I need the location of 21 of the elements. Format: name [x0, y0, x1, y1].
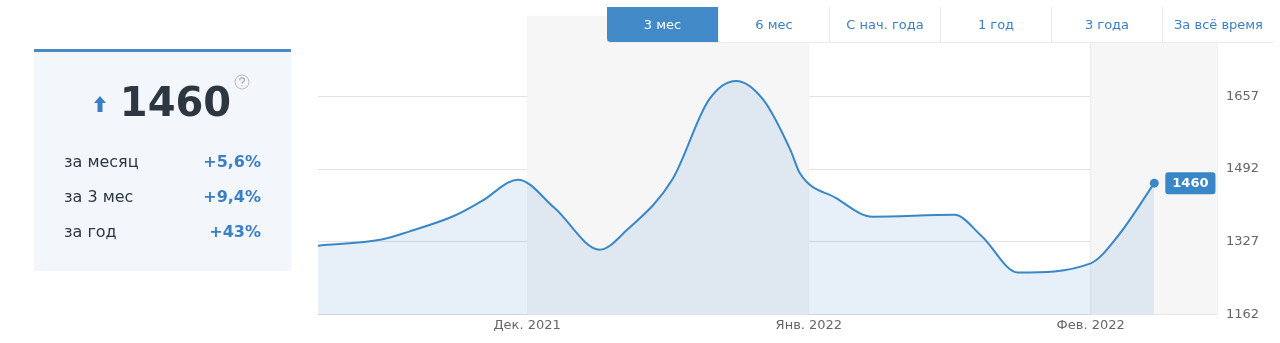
x-tick-label: Дек. 2021 [493, 316, 561, 332]
text: +5,6% [203, 152, 261, 173]
annotation: За всё время [1162, 7, 1274, 43]
x-tick-label: Фев. 2022 [1056, 316, 1125, 332]
annotation: 6 мес [718, 7, 829, 43]
y-tick-label: 1327 [1225, 233, 1260, 249]
text: за год [64, 222, 117, 243]
annotation: С нач. года [829, 7, 940, 43]
text: +43% [209, 222, 261, 243]
x-tick-label: Янв. 2022 [775, 316, 843, 332]
y-tick-label: 1492 [1225, 160, 1260, 176]
annotation: 3 года [1051, 7, 1162, 43]
text: +9,4% [203, 187, 261, 208]
y-tick-label: 1162 [1225, 305, 1260, 321]
text: 1460 [119, 79, 232, 125]
data-label: 1460 [1172, 175, 1209, 191]
text: за месяц [64, 152, 139, 173]
y-tick-label: 1657 [1225, 87, 1260, 103]
annotation: 1 год [940, 7, 1051, 43]
annotation: 3 мес [607, 7, 718, 43]
text: за 3 мес [64, 187, 134, 208]
